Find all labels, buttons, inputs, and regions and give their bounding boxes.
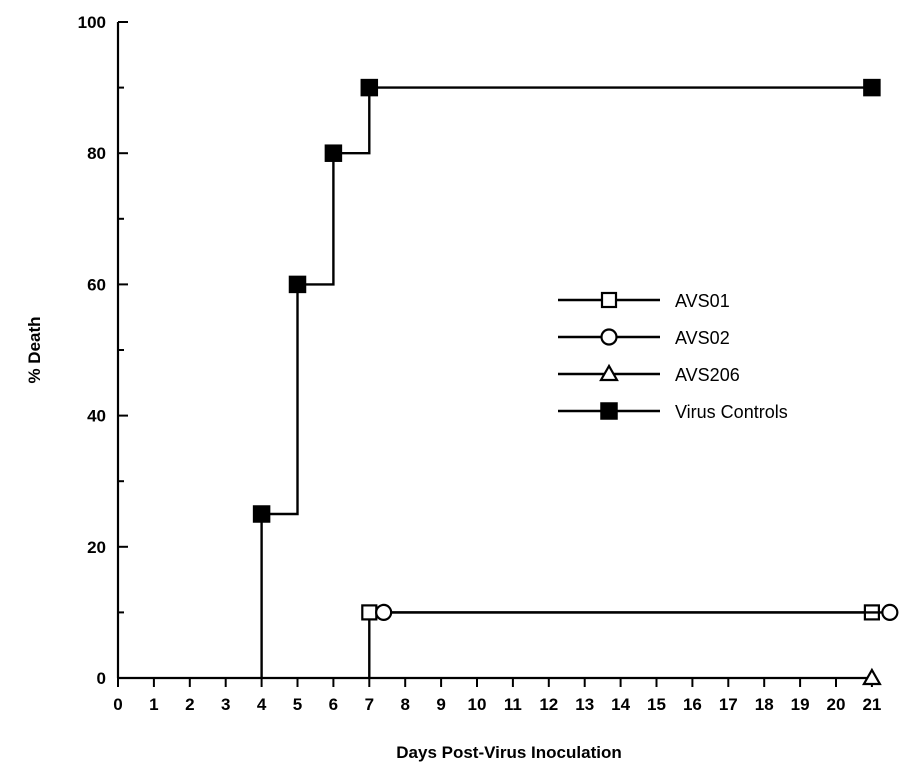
legend-marker <box>600 291 618 309</box>
x-tick-label: 12 <box>539 695 558 714</box>
data-point <box>862 667 882 686</box>
data-point <box>361 604 378 621</box>
legend-label: Virus Controls <box>675 402 788 422</box>
y-ticks: 0 20 40 60 80 100 <box>78 13 128 688</box>
legend-label: AVS01 <box>675 291 730 311</box>
x-tick-label: 9 <box>436 695 445 714</box>
x-tick-label: 21 <box>862 695 881 714</box>
series-avs206 <box>862 667 882 686</box>
series-virus-controls <box>252 78 881 678</box>
x-tick-label: 1 <box>149 695 158 714</box>
x-tick-label: 0 <box>113 695 122 714</box>
y-tick-label: 80 <box>87 144 106 163</box>
x-tick-label: 18 <box>755 695 774 714</box>
legend-item: AVS206 <box>558 363 740 385</box>
y-tick-label: 100 <box>78 13 106 32</box>
x-tick-label: 20 <box>827 695 846 714</box>
x-tick-label: 15 <box>647 695 666 714</box>
x-tick-label: 5 <box>293 695 302 714</box>
y-tick-label: 20 <box>87 538 106 557</box>
x-tick-label: 2 <box>185 695 194 714</box>
data-point <box>252 505 271 523</box>
legend-label: AVS206 <box>675 365 740 385</box>
legend-item: Virus Controls <box>558 402 788 422</box>
data-point <box>881 603 899 622</box>
x-tick-label: 6 <box>329 695 338 714</box>
data-point <box>360 78 379 97</box>
y-tick-label: 0 <box>97 669 106 688</box>
data-point <box>863 78 881 97</box>
series-layer <box>252 78 899 686</box>
x-tick-label: 16 <box>683 695 702 714</box>
legend-marker <box>600 328 618 346</box>
x-ticks: 0 1 2 3 4 5 6 7 8 9 10 11 12 13 14 15 16 17 18 19 20 21 <box>113 678 881 714</box>
series-line <box>368 611 872 678</box>
x-tick-label: 8 <box>400 695 409 714</box>
data-point <box>288 275 307 294</box>
x-tick-label: 19 <box>791 695 810 714</box>
series-line <box>260 86 872 678</box>
x-tick-label: 13 <box>575 695 594 714</box>
legend-marker <box>599 363 619 382</box>
x-tick-label: 4 <box>257 695 267 714</box>
legend-label: AVS02 <box>675 328 730 348</box>
x-tick-label: 11 <box>504 695 522 714</box>
series-avs01 <box>361 604 881 678</box>
y-tick-label: 40 <box>87 407 106 426</box>
legend-marker <box>600 402 618 420</box>
x-tick-label: 10 <box>468 695 487 714</box>
x-tick-label: 7 <box>365 695 374 714</box>
y-tick-label: 60 <box>87 275 106 294</box>
x-tick-label: 17 <box>719 695 738 714</box>
data-point <box>375 603 393 622</box>
axes <box>116 22 872 680</box>
x-axis-title: Days Post-Virus Inoculation <box>396 743 621 762</box>
data-point <box>324 144 343 162</box>
series-avs02 <box>375 603 899 622</box>
x-tick-label: 3 <box>221 695 230 714</box>
legend-item: AVS01 <box>558 291 730 311</box>
y-axis-title: % Death <box>25 316 44 383</box>
legend: AVS01 AVS02 AVS206 Virus Controls <box>558 291 788 422</box>
legend-item: AVS02 <box>558 328 730 348</box>
x-tick-label: 14 <box>611 695 630 714</box>
